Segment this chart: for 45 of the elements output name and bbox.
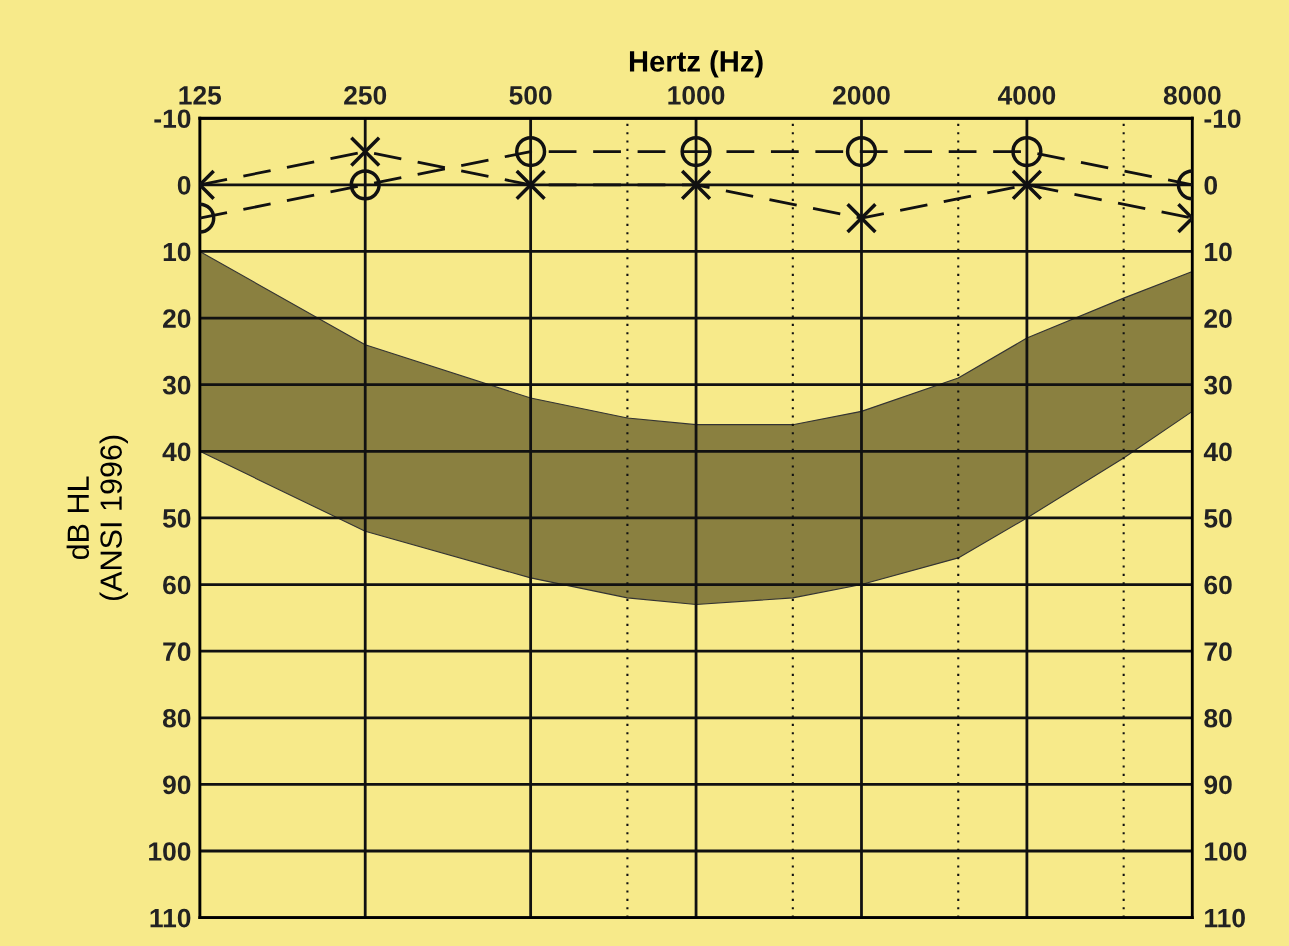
point: [515, 135, 547, 168]
y2-tick-label: 100: [1205, 842, 1247, 861]
x-tick-label: 125: [179, 86, 222, 105]
y2-tick-label: 90: [1204, 775, 1232, 795]
y2-tick-label: 50: [1204, 509, 1232, 528]
y2-tick-label: 70: [1204, 642, 1232, 661]
y-tick-label: 30: [162, 375, 191, 395]
y-tick-label: 90: [163, 775, 191, 795]
y2-tick-label: 10: [1205, 242, 1232, 262]
x-tick-label: 500: [509, 86, 552, 105]
y-tick-label: 60: [163, 575, 191, 595]
x-tick-label: 2000: [833, 86, 890, 105]
point: [515, 169, 547, 201]
y2-tick-label: 110: [1205, 908, 1245, 928]
point: [1011, 169, 1043, 201]
point: [349, 135, 381, 168]
point: [680, 135, 712, 168]
x-tick-label: 1000: [668, 86, 725, 105]
y2-tick-label: 0: [1204, 176, 1218, 195]
x-tick-label: 4000: [997, 86, 1056, 105]
y-tick-label: 70: [163, 642, 191, 661]
y-tick-label: 40: [162, 442, 191, 462]
y-tick-label: 100: [149, 842, 191, 861]
y2-tick-label: 80: [1204, 708, 1232, 728]
y2-tick-label: 60: [1204, 575, 1232, 595]
y2-tick-label: 20: [1204, 309, 1232, 328]
x-tick-label: 250: [344, 86, 387, 105]
y-tick-label: 80: [162, 708, 191, 728]
point: [349, 169, 381, 201]
y-tick-label: 50: [162, 509, 191, 528]
point: [680, 169, 712, 201]
y-tick-label: 0: [177, 176, 191, 195]
x-tick-label: 8000: [1163, 86, 1221, 105]
x-axis-title: Hertz (Hz): [629, 50, 763, 78]
y-tick-label: 110: [150, 908, 191, 928]
y-tick-label: 20: [163, 309, 191, 328]
y2-tick-label: 40: [1203, 442, 1232, 462]
y-tick-label: -10: [154, 109, 191, 129]
point: [845, 202, 878, 234]
point: [1011, 135, 1043, 168]
y2-tick-label: -10: [1204, 109, 1241, 129]
y-axis-title: dB HL (ANSI 1996): [66, 435, 128, 601]
y2-tick-label: 30: [1204, 375, 1232, 395]
point: [845, 135, 878, 168]
y-tick-label: 10: [163, 242, 191, 262]
